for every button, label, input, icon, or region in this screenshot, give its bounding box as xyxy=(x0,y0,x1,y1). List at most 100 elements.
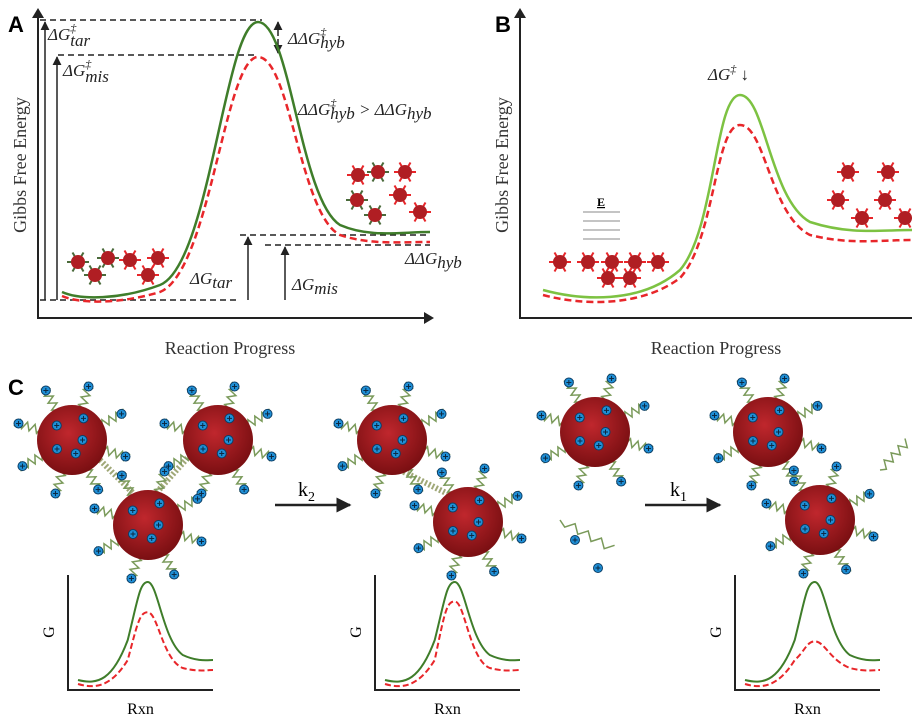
probe-plus xyxy=(476,519,481,525)
small-particle xyxy=(398,165,412,179)
probe-plus xyxy=(393,450,399,456)
nanoparticle xyxy=(37,405,107,475)
probe-plus xyxy=(791,467,797,473)
t: tar xyxy=(212,273,232,292)
small-particle xyxy=(351,168,365,182)
probe-plus xyxy=(442,454,448,460)
small-particle xyxy=(368,208,382,222)
t: ↓ xyxy=(736,65,749,84)
probe-plus xyxy=(400,415,406,421)
axis-arrow xyxy=(514,8,526,18)
probe-plus xyxy=(92,505,98,511)
t: hyb xyxy=(437,253,462,272)
probe-plus xyxy=(162,420,168,426)
mini-axes xyxy=(734,575,880,691)
inequality: ΔΔG‡ hyb > ΔΔGhyb xyxy=(297,96,432,123)
probe-plus xyxy=(715,455,721,461)
nanoparticle xyxy=(785,485,855,555)
probe-plus xyxy=(415,545,421,551)
probe-plus xyxy=(843,567,849,573)
t: 2 xyxy=(308,490,315,505)
probe-plus xyxy=(776,429,781,435)
small-particle xyxy=(553,255,567,269)
probe-plus xyxy=(80,415,86,421)
mini-axes xyxy=(374,575,520,691)
probe-plus xyxy=(870,534,876,540)
probe-plus xyxy=(566,379,572,385)
ddg-hyb: ΔΔGhyb xyxy=(404,249,462,272)
probe-plus xyxy=(241,487,247,493)
dg-mis-ts: ΔG‡ mis xyxy=(62,57,109,86)
t: ΔG xyxy=(62,61,85,80)
probe-plus xyxy=(618,479,624,485)
probe-plus xyxy=(268,454,274,460)
probe-plus xyxy=(119,411,125,417)
y-axis-label: Gibbs Free Energy xyxy=(10,97,30,233)
probe-plus xyxy=(482,466,488,472)
probe-plus xyxy=(776,407,782,413)
probe-plus xyxy=(750,438,756,444)
probe-plus xyxy=(165,463,171,469)
probe-plus xyxy=(415,487,421,493)
small-particle xyxy=(101,251,115,265)
probe-plus xyxy=(122,454,128,460)
dna-strand xyxy=(879,438,909,471)
field-lines xyxy=(583,211,620,240)
probe-plus xyxy=(491,569,497,575)
probe-plus xyxy=(406,384,412,390)
small-particle xyxy=(855,211,869,225)
mini-x-label: Rxn xyxy=(434,701,461,718)
target-curve xyxy=(61,20,431,299)
t: ‡ xyxy=(330,96,337,110)
dg-tar: ΔGtar xyxy=(189,269,232,292)
probe-plus xyxy=(16,420,22,426)
t: mis xyxy=(314,279,338,298)
t: ‡ xyxy=(85,57,92,71)
t: mis xyxy=(85,67,109,86)
mini-red xyxy=(77,611,214,688)
probe-plus xyxy=(19,463,25,469)
small-particle xyxy=(628,255,642,269)
axes xyxy=(519,12,912,319)
dg-tar-ts: ΔG‡ tar xyxy=(47,21,90,50)
mini-y-label: G xyxy=(41,626,58,638)
probe-plus xyxy=(95,487,101,493)
panel-label: C xyxy=(8,375,24,400)
probe-plus xyxy=(372,490,378,496)
probe-plus xyxy=(52,490,58,496)
small-particle xyxy=(71,255,85,269)
nanoparticle xyxy=(113,490,183,560)
probe-plus xyxy=(800,570,806,576)
probe-plus xyxy=(750,415,756,421)
probe-plus xyxy=(596,442,602,448)
t: k xyxy=(670,479,680,501)
probe-plus xyxy=(439,411,445,417)
t: k xyxy=(298,479,308,501)
y-axis-label: Gibbs Free Energy xyxy=(492,97,512,233)
small-particle xyxy=(881,165,895,179)
nanoparticle xyxy=(357,405,427,475)
mismatch-curve xyxy=(542,123,912,304)
guide-lines xyxy=(40,19,430,301)
probe-plus xyxy=(43,387,49,393)
t: ‡ xyxy=(730,62,737,76)
probe-plus xyxy=(374,446,380,452)
mini-green xyxy=(744,580,881,683)
probe-plus xyxy=(448,572,454,578)
probe-plus xyxy=(265,411,271,417)
ddg-hyb-ts: ΔΔG‡ hyb xyxy=(287,25,345,52)
probe-plus xyxy=(450,505,456,511)
barrier-label: ΔG‡ ↓ xyxy=(707,62,749,84)
mini-red xyxy=(384,600,521,688)
small-particle xyxy=(831,193,845,207)
probe-plus xyxy=(226,437,231,443)
probe-plus xyxy=(782,376,788,382)
nanoparticle xyxy=(433,487,503,557)
linker xyxy=(398,467,462,503)
small-particle xyxy=(141,268,155,282)
t: ΔΔG xyxy=(404,249,437,268)
nanoparticle xyxy=(733,397,803,467)
probe-plus xyxy=(189,387,195,393)
small-particle xyxy=(878,193,892,207)
